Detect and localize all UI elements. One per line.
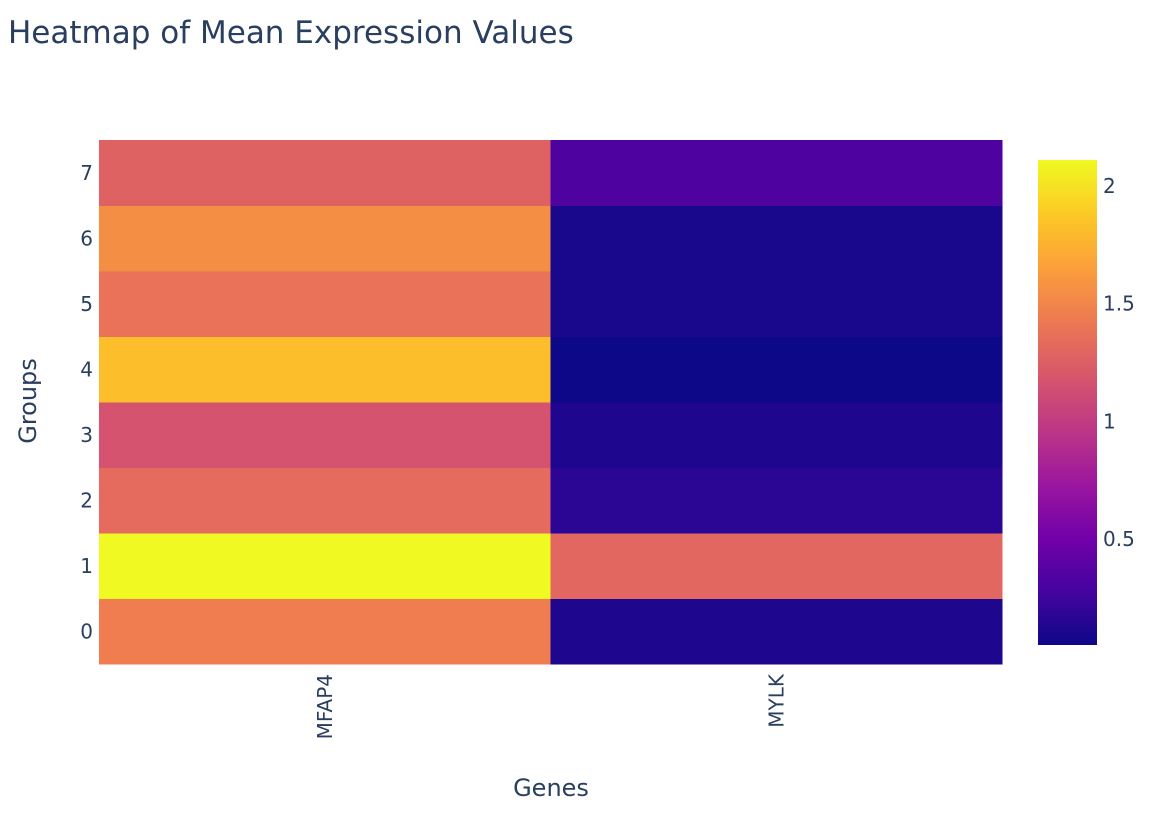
colorbar	[1038, 160, 1097, 645]
heatmap-cell-0-MYLK	[550, 598, 1003, 665]
y-tick-label: 2	[80, 488, 93, 512]
y-tick-label: 5	[80, 292, 93, 316]
colorbar-tick-label: 2	[1103, 174, 1116, 198]
heatmap-cell-6-MFAP4	[99, 205, 551, 272]
heatmap-cell-4-MFAP4	[99, 336, 551, 403]
y-tick-label: 7	[80, 161, 93, 185]
x-tick-label: MYLK	[764, 673, 788, 728]
heatmap-cell-6-MYLK	[550, 205, 1003, 272]
heatmap-cell-0-MFAP4	[99, 598, 551, 665]
y-tick-label: 4	[80, 357, 93, 381]
chart-title: Heatmap of Mean Expression Values	[8, 15, 574, 51]
y-tick-label: 1	[80, 554, 93, 578]
y-axis-ticks: 0 1 2 3 4 5 6 7	[80, 161, 93, 644]
colorbar-tick-label: 0.5	[1103, 527, 1135, 551]
heatmap-cell-5-MYLK	[550, 271, 1003, 337]
x-tick-label: MFAP4	[313, 674, 337, 739]
x-axis-ticks: MFAP4 MYLK	[313, 673, 789, 739]
y-tick-label: 3	[80, 423, 93, 447]
x-axis-label: Genes	[513, 774, 589, 802]
heatmap-cell-3-MYLK	[550, 402, 1003, 468]
heatmap-cell-7-MYLK	[550, 140, 1003, 206]
heatmap-cells	[99, 140, 1003, 665]
heatmap-cell-1-MFAP4	[99, 533, 551, 599]
y-axis-label: Groups	[14, 358, 42, 444]
heatmap-cell-2-MYLK	[550, 467, 1003, 534]
y-tick-label: 6	[80, 226, 93, 250]
heatmap-cell-3-MFAP4	[99, 402, 551, 468]
colorbar-ticks: 0.5 1 1.5 2	[1103, 174, 1135, 551]
heatmap-cell-7-MFAP4	[99, 140, 551, 206]
heatmap-cell-4-MYLK	[550, 336, 1003, 403]
colorbar-tick-label: 1.5	[1103, 292, 1135, 316]
heatmap-cell-2-MFAP4	[99, 467, 551, 534]
y-tick-label: 0	[80, 619, 93, 643]
colorbar-tick-label: 1	[1103, 409, 1116, 433]
heatmap-cell-5-MFAP4	[99, 271, 551, 337]
heatmap-cell-1-MYLK	[550, 533, 1003, 599]
